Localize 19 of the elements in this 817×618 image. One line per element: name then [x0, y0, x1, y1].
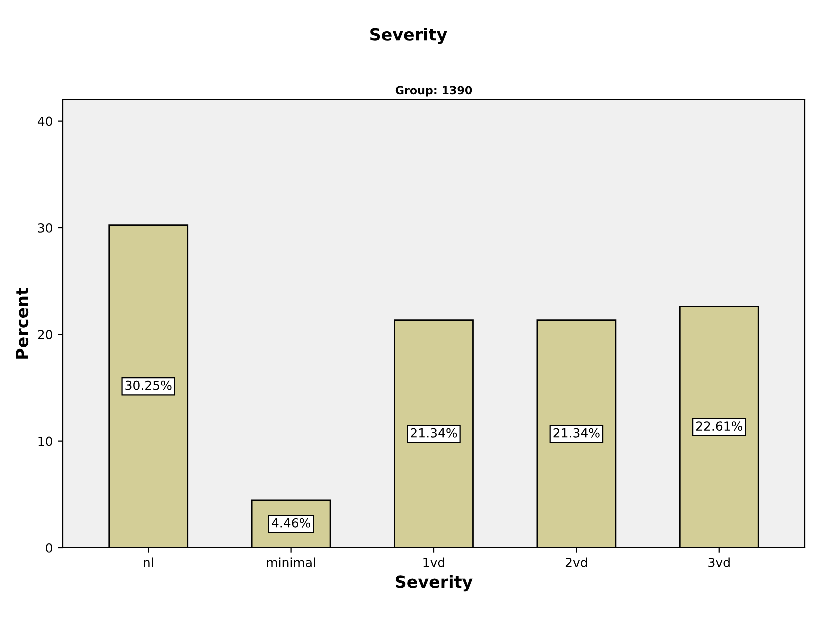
x-axis-title: Severity: [396, 575, 473, 592]
data-label: 4.46%: [272, 518, 310, 528]
y-tick-label: 0: [46, 543, 52, 553]
x-tick-label: minimal: [267, 558, 316, 568]
data-label: 21.34%: [554, 428, 600, 438]
x-tick-label: 1vd: [424, 558, 445, 568]
data-label: 21.34%: [411, 428, 458, 438]
data-label: 22.61%: [696, 422, 743, 432]
y-tick-label: 10: [38, 436, 52, 446]
y-tick-label: 20: [38, 330, 52, 340]
x-tick-label: nl: [144, 558, 154, 568]
y-tick-label: 40: [38, 116, 52, 126]
x-tick-label: 3vd: [708, 558, 730, 568]
chart-subtitle: Group: 1390: [396, 86, 472, 97]
data-label: 30.25%: [126, 380, 172, 390]
y-axis-title: Percent: [16, 288, 29, 359]
x-tick-label: 2vd: [566, 558, 588, 568]
chart-title: Severity: [370, 28, 448, 44]
y-tick-label: 30: [38, 223, 52, 233]
